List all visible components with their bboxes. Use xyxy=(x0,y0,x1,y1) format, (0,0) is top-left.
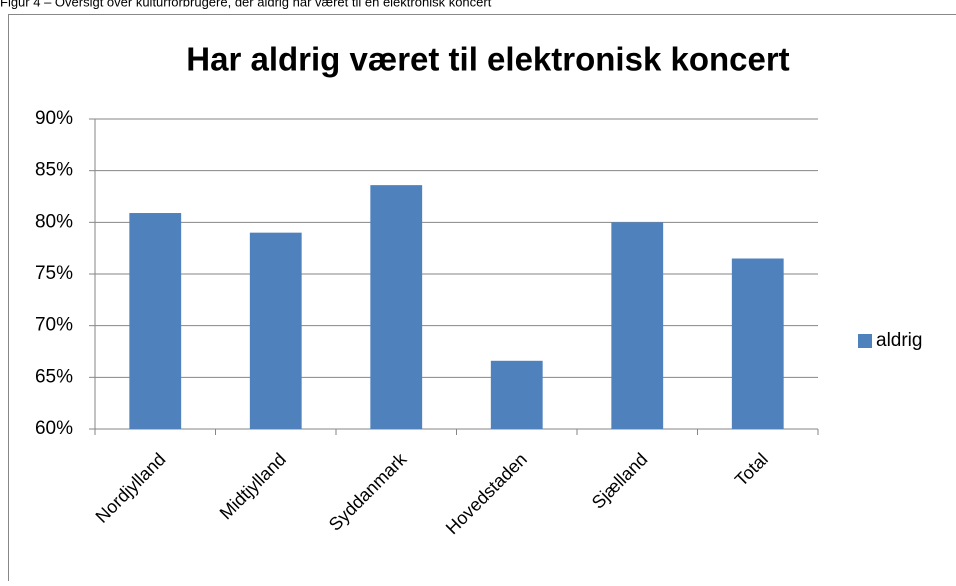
legend-label: aldrig xyxy=(876,330,922,351)
y-tick-label: 85% xyxy=(35,160,73,181)
chart-title: Har aldrig været til elektronisk koncert xyxy=(186,41,789,78)
y-tick-label: 80% xyxy=(35,211,73,232)
y-tick-label: 75% xyxy=(35,263,73,284)
x-tick-label: Sjælland xyxy=(588,449,652,513)
legend-swatch xyxy=(858,334,872,348)
y-tick-label: 70% xyxy=(35,315,73,336)
y-tick-label: 90% xyxy=(35,108,73,129)
x-tick-label: Midtjylland xyxy=(216,449,290,523)
y-tick-label: 65% xyxy=(35,366,73,387)
x-tick-label: Syddanmark xyxy=(325,448,411,534)
bar xyxy=(129,213,181,429)
y-tick-label: 60% xyxy=(35,418,73,439)
x-tick-label: Nordjylland xyxy=(92,449,170,527)
bar xyxy=(250,233,302,429)
x-tick-label: Total xyxy=(731,449,772,490)
caption: Figur 4 – Oversigt over kulturforbrugere… xyxy=(0,0,492,9)
x-tick-label: Hovedstaden xyxy=(442,449,531,538)
bar xyxy=(370,185,422,429)
bar xyxy=(491,361,543,429)
bar xyxy=(611,222,663,429)
bar xyxy=(732,259,784,430)
